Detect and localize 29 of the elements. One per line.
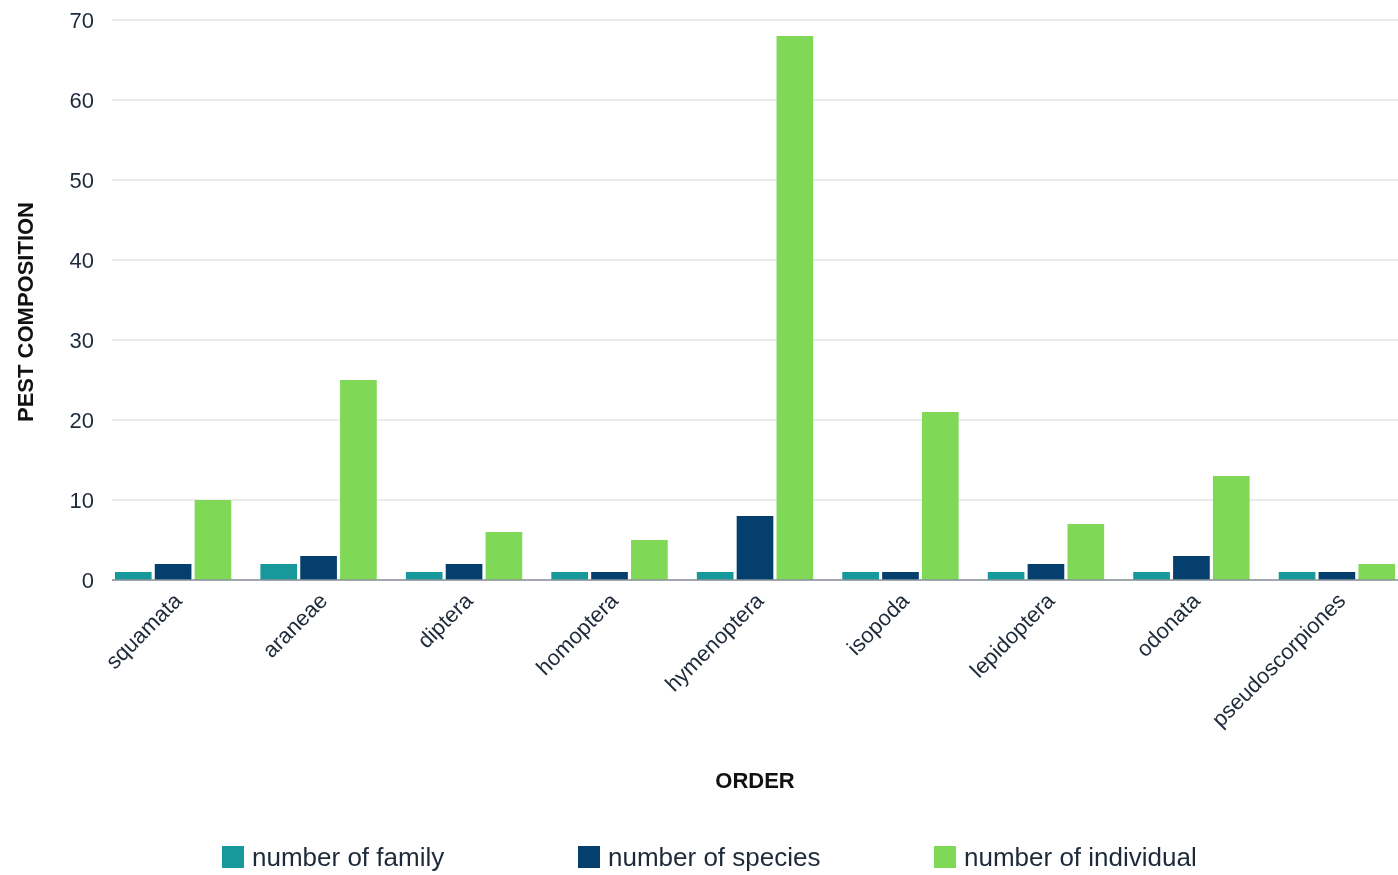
- y-tick-label: 10: [69, 487, 94, 513]
- y-tick-label: 20: [69, 407, 94, 433]
- bar: [776, 36, 814, 580]
- y-tick-label: 30: [69, 327, 94, 353]
- bar: [1027, 564, 1065, 580]
- legend-label: number of individual: [964, 842, 1197, 872]
- legend-label: number of species: [608, 842, 821, 872]
- x-axis-title: ORDER: [715, 768, 795, 793]
- bar: [340, 380, 377, 580]
- legend-label: number of family: [252, 842, 445, 872]
- y-tick-label: 0: [81, 567, 94, 593]
- y-tick-label: 70: [69, 7, 94, 33]
- bar: [1067, 524, 1105, 580]
- bar: [445, 564, 483, 580]
- bar: [922, 412, 959, 580]
- bar: [194, 500, 232, 580]
- y-axis-title: PEST COMPOSITION: [13, 201, 38, 423]
- bar: [1212, 476, 1250, 580]
- bar: [485, 532, 523, 580]
- bar: [736, 516, 774, 580]
- bar: [154, 564, 192, 580]
- bar: [1358, 564, 1396, 580]
- y-tick-label: 40: [69, 247, 94, 273]
- y-tick-label: 60: [69, 87, 94, 113]
- bar: [260, 564, 298, 580]
- bar: [300, 556, 337, 580]
- y-tick-label: 50: [69, 167, 94, 193]
- bar: [631, 540, 668, 580]
- bar: [1173, 556, 1210, 580]
